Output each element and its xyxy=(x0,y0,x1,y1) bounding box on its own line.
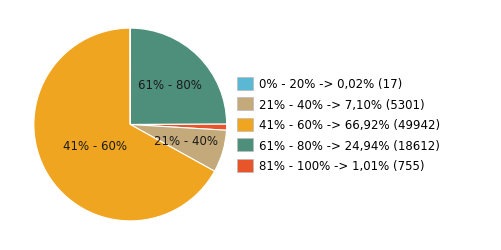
Wedge shape xyxy=(130,125,226,131)
Legend: 0% - 20% -> 0,02% (17), 21% - 40% -> 7,10% (5301), 41% - 60% -> 66,92% (49942), : 0% - 20% -> 0,02% (17), 21% - 40% -> 7,1… xyxy=(237,78,440,172)
Text: 21% - 40%: 21% - 40% xyxy=(154,134,218,147)
Wedge shape xyxy=(34,29,214,221)
Text: 61% - 80%: 61% - 80% xyxy=(138,79,202,92)
Text: 41% - 60%: 41% - 60% xyxy=(64,139,127,152)
Wedge shape xyxy=(130,29,226,125)
Wedge shape xyxy=(130,125,226,172)
